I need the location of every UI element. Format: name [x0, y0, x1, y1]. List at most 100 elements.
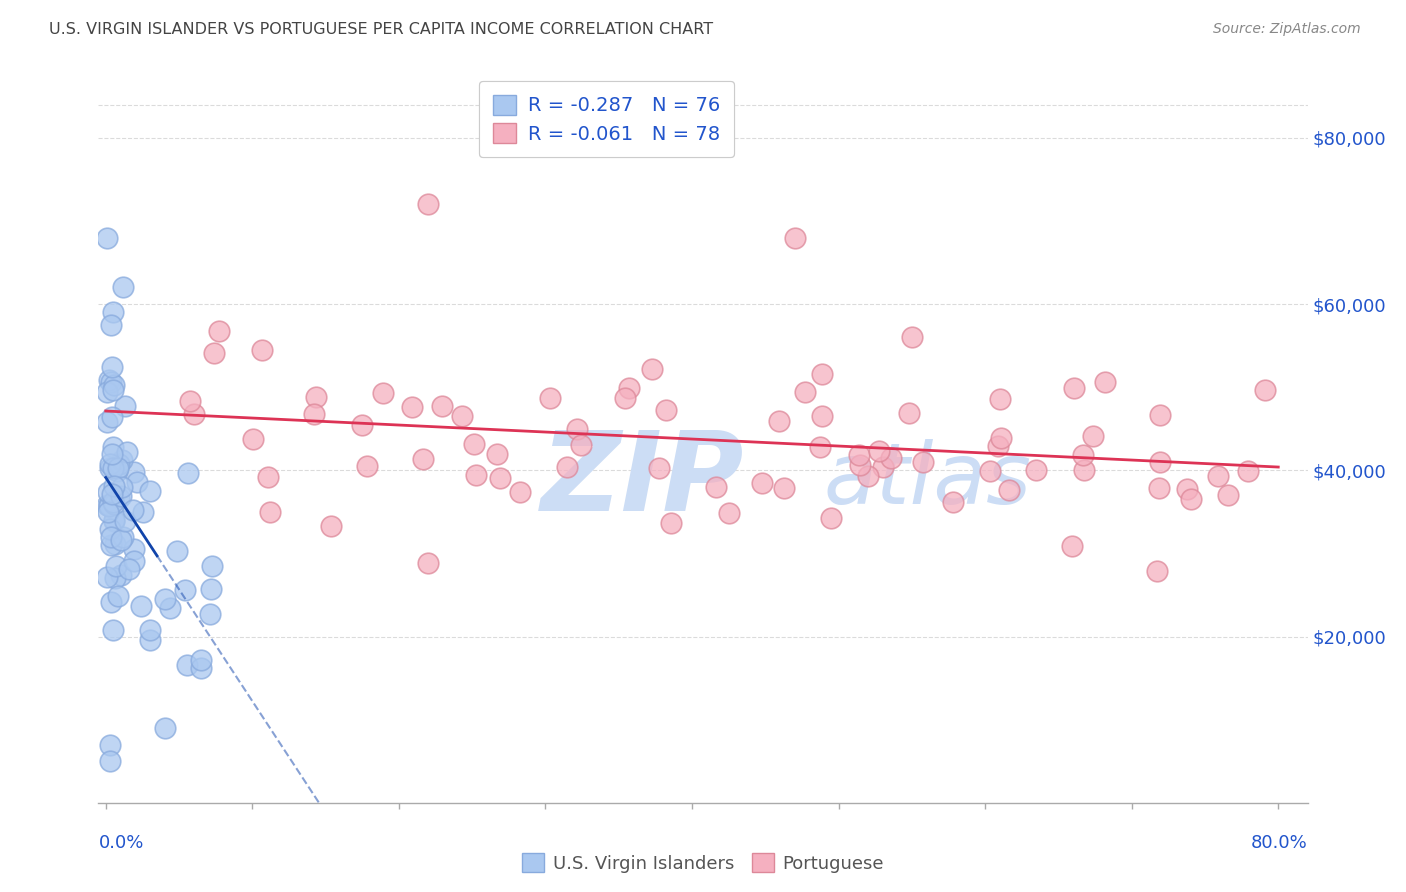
Point [1216, 488, 1239, 502]
Point [655, 403, 678, 417]
Point [101, 360, 124, 375]
Text: U.S. VIRGIN ISLANDER VS PORTUGUESE PER CAPITA INCOME CORRELATION CHART: U.S. VIRGIN ISLANDER VS PORTUGUESE PER C… [49, 22, 713, 37]
Point [1180, 491, 1202, 506]
Point [201, 558, 224, 573]
Point [350, 418, 373, 433]
Point [104, 537, 127, 551]
Point [717, 506, 740, 520]
Point [98, 458, 121, 472]
Point [1149, 408, 1171, 422]
Point [1206, 469, 1229, 483]
Point [103, 478, 125, 492]
Point [571, 438, 593, 452]
Point [1073, 463, 1095, 477]
Point [97, 499, 120, 513]
Point [179, 394, 201, 409]
Point [450, 409, 472, 423]
Point [872, 459, 894, 474]
Point [132, 505, 155, 519]
Point [465, 467, 488, 482]
Point [101, 410, 124, 425]
Point [98, 373, 121, 387]
Point [371, 385, 394, 400]
Point [820, 511, 842, 525]
Point [1081, 429, 1104, 443]
Point [208, 324, 231, 338]
Point [139, 623, 162, 637]
Point [811, 409, 834, 424]
Point [129, 599, 152, 613]
Point [96, 498, 118, 512]
Point [1149, 455, 1171, 469]
Point [768, 414, 790, 428]
Point [127, 475, 149, 490]
Point [463, 437, 485, 451]
Point [1060, 540, 1083, 554]
Point [648, 461, 671, 475]
Point [901, 330, 924, 344]
Point [166, 544, 188, 558]
Point [97, 505, 120, 519]
Point [139, 483, 162, 498]
Point [202, 345, 225, 359]
Point [200, 582, 222, 596]
Point [101, 305, 124, 319]
Point [112, 280, 135, 294]
Point [242, 432, 264, 446]
Point [105, 464, 128, 478]
Point [1237, 464, 1260, 478]
Point [911, 455, 934, 469]
Point [868, 443, 890, 458]
Point [183, 408, 205, 422]
Point [416, 556, 439, 570]
Point [401, 400, 423, 414]
Point [751, 476, 773, 491]
Point [98, 522, 121, 536]
Point [114, 400, 136, 414]
Point [115, 445, 138, 459]
Point [794, 385, 817, 400]
Point [979, 464, 1001, 478]
Point [897, 406, 920, 420]
Point [97, 499, 120, 513]
Point [302, 408, 325, 422]
Point [107, 457, 129, 471]
Point [101, 460, 124, 475]
Text: 80.0%: 80.0% [1251, 834, 1308, 852]
Point [783, 230, 806, 244]
Point [1063, 381, 1085, 395]
Point [319, 519, 342, 533]
Point [430, 399, 453, 413]
Point [704, 480, 727, 494]
Point [97, 484, 120, 499]
Point [1254, 384, 1277, 398]
Point [190, 661, 212, 675]
Point [489, 471, 512, 485]
Point [100, 376, 122, 390]
Point [1146, 564, 1168, 578]
Point [104, 571, 127, 585]
Point [1073, 449, 1095, 463]
Text: 0.0%: 0.0% [98, 834, 143, 852]
Point [1094, 375, 1116, 389]
Point [100, 595, 122, 609]
Point [990, 431, 1012, 445]
Point [103, 377, 125, 392]
Point [101, 487, 124, 501]
Point [190, 653, 212, 667]
Point [122, 465, 145, 479]
Point [176, 658, 198, 673]
Point [1175, 482, 1198, 496]
Text: Source: ZipAtlas.com: Source: ZipAtlas.com [1213, 22, 1361, 37]
Point [617, 381, 640, 395]
Point [98, 754, 121, 768]
Point [485, 447, 508, 461]
Point [96, 415, 118, 429]
Text: atlas: atlas [824, 440, 1032, 523]
Point [811, 367, 834, 381]
Point [98, 738, 121, 752]
Point [103, 497, 125, 511]
Point [96, 230, 118, 244]
Point [103, 514, 125, 528]
Point [96, 385, 118, 400]
